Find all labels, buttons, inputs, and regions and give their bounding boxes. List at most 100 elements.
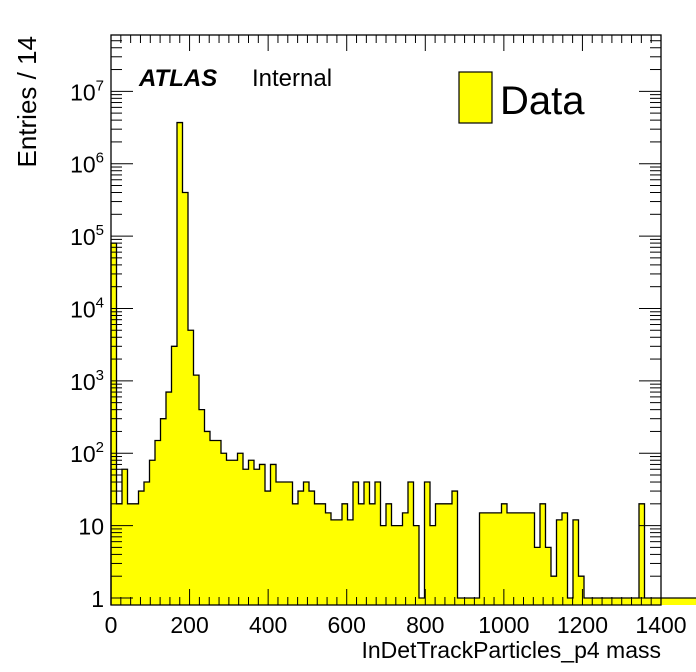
histogram-bar [435,503,442,605]
histogram-bar [166,392,172,605]
histogram-bar [342,503,348,605]
histogram-bar [182,192,189,605]
histogram-bar [672,597,678,605]
histogram-bar [221,453,227,605]
histogram-bar [298,491,304,605]
histogram-bar [358,503,365,605]
histogram-bar [171,346,178,605]
histogram-bar [540,503,546,605]
histogram-bar [408,482,414,605]
histogram-bar [193,375,200,605]
histogram-bar [149,460,156,605]
histogram-bar [259,464,266,605]
histogram-bar [617,597,623,605]
histogram-bar [562,512,568,605]
histogram-bar [364,482,370,605]
histogram-bar [122,469,128,605]
histogram-bar [303,482,310,605]
histogram-bar [529,512,535,605]
histogram-bar [309,491,315,605]
histogram-bar [688,597,695,605]
histogram-bar [567,597,574,605]
histogram-bar [468,597,475,605]
y-tick-label: 102 [70,439,104,467]
y-tick-label: 10 [78,514,104,540]
x-tick-label: 1000 [478,612,529,638]
histogram-bar [683,597,689,605]
legend-swatch [458,71,493,124]
histogram-bar [457,597,464,605]
histogram-bar [496,512,502,605]
atlas-label: ATLAS [138,65,217,92]
histogram-bar [611,597,618,605]
histogram-bar [595,597,601,605]
histogram-bar [133,503,139,605]
histogram-bar [276,482,282,605]
histogram-bar [452,491,458,605]
x-tick-label: 400 [249,612,287,638]
histogram-bar [490,512,497,605]
histogram-bar [281,482,288,605]
histogram-bar [441,503,447,605]
histogram-bar [644,597,651,605]
histogram-bar [633,597,640,605]
histogram-bar [661,597,667,605]
y-tick-label: 106 [70,150,104,178]
histogram-bar [353,482,359,605]
axis-tick-labels: 0 200 400 600 800 1000 1200 1400 1 10 102 103 104 105… [70,77,687,638]
histogram-bar [199,409,205,605]
x-tick-label: 800 [406,612,444,638]
histogram-bar [204,431,211,605]
histogram-bar [215,440,222,605]
histogram-bar [331,519,337,605]
histogram-bar [424,482,431,605]
histogram-bar [320,503,326,605]
histogram-bar [160,418,167,605]
histogram-bar [155,440,161,605]
histogram-bar [386,503,392,605]
histogram-bar [650,597,656,605]
histogram-bar [336,519,343,605]
histogram-bar [606,597,612,605]
histogram-outline [110,121,696,605]
histogram-bar [518,512,524,605]
histogram-bar [287,482,293,605]
histogram-bar [578,576,585,605]
histogram-bar [694,597,696,605]
histogram-bar [397,525,403,605]
histogram-bar [111,243,117,605]
histogram-bar [600,597,607,605]
histogram-bar [622,597,629,605]
histogram-bar [375,482,381,605]
histogram-bar [534,547,541,605]
histogram-bar [485,512,491,605]
histogram-bar [501,503,508,605]
histogram-bar [419,597,425,605]
y-tick-label: 105 [70,222,104,250]
x-tick-label: 600 [328,612,366,638]
y-tick-label: 107 [70,77,104,105]
histogram-bar [177,122,183,605]
histogram-bar [545,547,552,605]
histogram-bar [523,512,530,605]
histogram-bar [413,525,420,605]
histogram-bar [237,453,244,605]
histogram-bar [248,460,255,605]
y-tick-label: 1 [91,586,104,612]
histogram-bar [144,482,150,605]
histogram-bar [430,525,436,605]
x-tick-label: 1200 [557,612,608,638]
histogram-bar [292,503,299,605]
histogram-bars [110,121,696,605]
histogram-bar [573,519,579,605]
y-tick-label: 103 [70,367,104,395]
histogram-bar [380,525,387,605]
histogram-bar [188,330,194,605]
histogram-bar [402,512,409,605]
histogram-bar [210,440,216,605]
y-tick-label: 104 [70,294,104,322]
histogram-bar [243,469,249,605]
histogram-bar [677,597,684,605]
